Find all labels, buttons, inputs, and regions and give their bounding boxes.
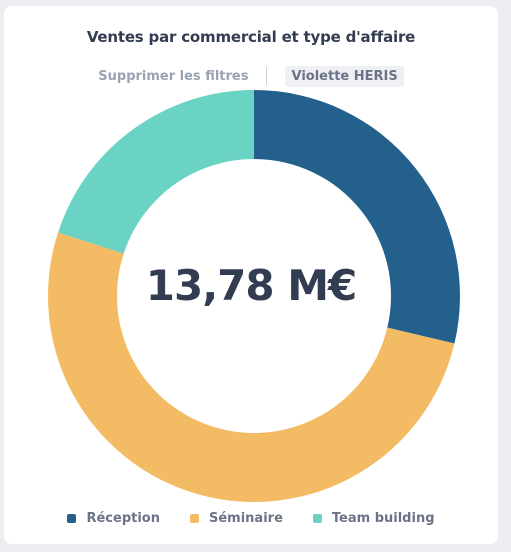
active-filter-chip[interactable]: Violette HERIS	[285, 65, 404, 87]
donut-center-total: 13,78 M€	[145, 261, 358, 310]
donut-slice-team-building[interactable]	[58, 90, 254, 254]
legend-item[interactable]: Team building	[312, 511, 435, 526]
donut-slice-réception[interactable]	[254, 90, 460, 344]
chart-legend: Réception Séminaire Team building	[4, 511, 498, 526]
legend-label: Réception	[86, 511, 160, 526]
legend-item[interactable]: Séminaire	[190, 511, 283, 526]
legend-label: Team building	[331, 511, 435, 526]
donut-chart	[48, 90, 460, 502]
donut-slice-séminaire[interactable]	[48, 232, 455, 502]
clear-filters-button[interactable]: Supprimer les filtres	[98, 68, 249, 84]
chart-title: Ventes par commercial et type d'affaire	[86, 28, 416, 46]
filter-bar: Supprimer les filtres Violette HERIS	[4, 64, 498, 88]
chart-card: Ventes par commercial et type d'affaire …	[4, 6, 498, 544]
legend-label: Séminaire	[209, 511, 283, 526]
legend-item[interactable]: Réception	[67, 511, 160, 526]
legend-swatch	[190, 514, 199, 523]
filter-divider	[266, 67, 268, 85]
legend-swatch	[312, 514, 322, 523]
legend-swatch	[67, 514, 77, 523]
